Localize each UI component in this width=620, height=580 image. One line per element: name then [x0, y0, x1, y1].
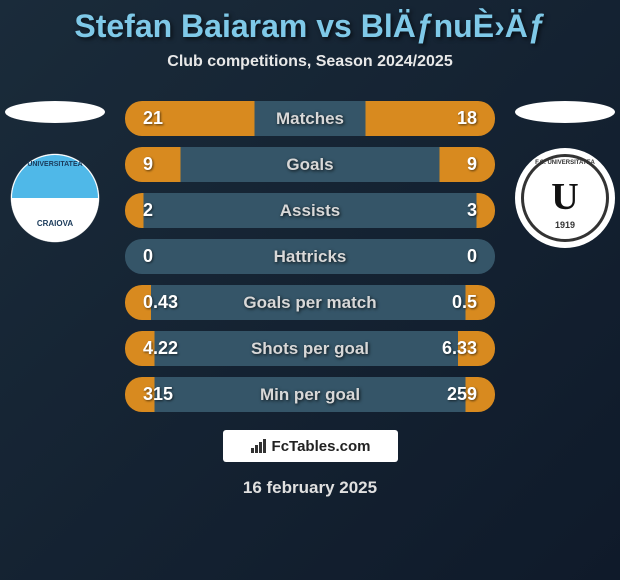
stat-bar-matches: 21 Matches 18: [125, 101, 495, 136]
right-club-year: 1919: [555, 221, 575, 231]
page-title: Stefan Baiaram vs BlÄƒnuÈ›Äƒ: [74, 8, 545, 45]
stat-label: Goals per match: [243, 293, 376, 313]
stat-left-value: 0.43: [143, 292, 183, 313]
stat-left-value: 315: [143, 384, 183, 405]
stat-bar-gpm: 0.43 Goals per match 0.5: [125, 285, 495, 320]
stat-right-value: 259: [437, 384, 477, 405]
stat-label: Min per goal: [260, 385, 360, 405]
stat-label: Goals: [286, 155, 333, 175]
stat-right-value: 3: [437, 200, 477, 221]
stat-left-value: 4.22: [143, 338, 183, 359]
chart-icon: [250, 439, 268, 453]
main-row: UNIVERSITATEA CRAIOVA 21Matches189Goals9…: [0, 101, 620, 412]
stat-bar-goals: 9 Goals 9: [125, 147, 495, 182]
watermark: FcTables.com: [223, 430, 398, 462]
stat-label: Assists: [280, 201, 340, 221]
stat-right-value: 18: [437, 108, 477, 129]
stat-left-value: 0: [143, 246, 183, 267]
right-club-letter: U: [551, 177, 578, 219]
stat-bar-mpg: 315 Min per goal 259: [125, 377, 495, 412]
left-club-text-top: UNIVERSITATEA: [12, 161, 98, 169]
comparison-container: Stefan Baiaram vs BlÄƒnuÈ›Äƒ Club compet…: [0, 0, 620, 580]
stat-right-value: 0.5: [437, 292, 477, 313]
date-footer: 16 february 2025: [243, 478, 377, 498]
stats-column: 21 Matches 18 9 Goals 9 2 Assists 3 0 Hattricks 0 0.…: [125, 101, 495, 412]
stat-left-value: 2: [143, 200, 183, 221]
right-player-col: F.C. UNIVERSITATEA U 1919: [510, 101, 620, 248]
watermark-text: FcTables.com: [272, 438, 371, 455]
stat-label: Matches: [276, 109, 344, 129]
left-player-col: UNIVERSITATEA CRAIOVA: [0, 101, 110, 248]
right-club-logo-inner: F.C. UNIVERSITATEA U 1919: [521, 154, 609, 242]
stat-bar-spg: 4.22 Shots per goal 6.33: [125, 331, 495, 366]
right-club-logo: F.C. UNIVERSITATEA U 1919: [515, 148, 615, 248]
stat-label: Shots per goal: [251, 339, 369, 359]
left-club-text-bottom: CRAIOVA: [37, 220, 73, 229]
right-country-flag: [515, 101, 615, 123]
right-club-text-top: F.C. UNIVERSITATEA: [524, 160, 606, 167]
left-club-logo-inner: UNIVERSITATEA CRAIOVA: [12, 155, 98, 241]
left-club-logo: UNIVERSITATEA CRAIOVA: [5, 148, 105, 248]
stat-label: Hattricks: [274, 247, 347, 267]
stat-bar-hattricks: 0 Hattricks 0: [125, 239, 495, 274]
stat-right-value: 6.33: [437, 338, 477, 359]
left-country-flag: [5, 101, 105, 123]
subtitle: Club competitions, Season 2024/2025: [167, 53, 452, 71]
stat-left-value: 21: [143, 108, 183, 129]
stat-right-value: 0: [437, 246, 477, 267]
stat-left-value: 9: [143, 154, 183, 175]
stat-right-value: 9: [437, 154, 477, 175]
stat-bar-assists: 2 Assists 3: [125, 193, 495, 228]
